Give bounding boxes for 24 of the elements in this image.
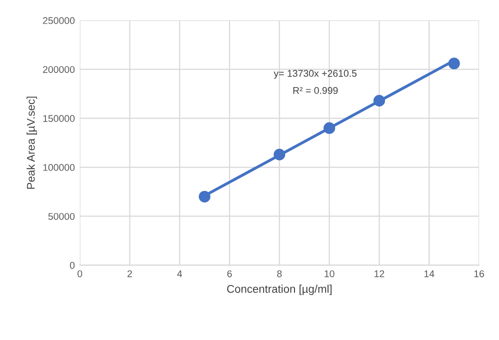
point — [448, 58, 460, 70]
annotation: y= 13730x +2610.5 — [274, 70, 357, 79]
y-tick-label: 100000 — [43, 164, 75, 171]
x-tick-label: 10 — [324, 270, 334, 278]
point — [324, 122, 336, 134]
annotation: R² = 0.999 — [293, 87, 338, 94]
point — [373, 94, 386, 107]
x-tick-label: 6 — [227, 270, 232, 278]
point — [274, 148, 286, 160]
x-tick-label: 8 — [277, 270, 282, 278]
x-tick-label: 14 — [424, 270, 434, 278]
x-tick-label: 12 — [374, 270, 384, 278]
x-tick-label: 4 — [177, 270, 182, 278]
x-axis-title: Concentration [µg/ml] — [227, 284, 332, 296]
y-tick-label: 200000 — [43, 66, 75, 73]
x-tick-label: 16 — [474, 270, 484, 278]
y-tick-label: 250000 — [43, 17, 75, 24]
y-tick-label: 150000 — [43, 115, 75, 122]
x-tick-label: 2 — [128, 270, 132, 278]
y-tick-label: 50000 — [48, 212, 75, 220]
x-tick-label: 0 — [78, 270, 82, 278]
y-axis-title: Peak Area [µV.sec] — [26, 96, 37, 189]
point — [198, 190, 210, 202]
y-tick-label: 0 — [70, 262, 75, 269]
